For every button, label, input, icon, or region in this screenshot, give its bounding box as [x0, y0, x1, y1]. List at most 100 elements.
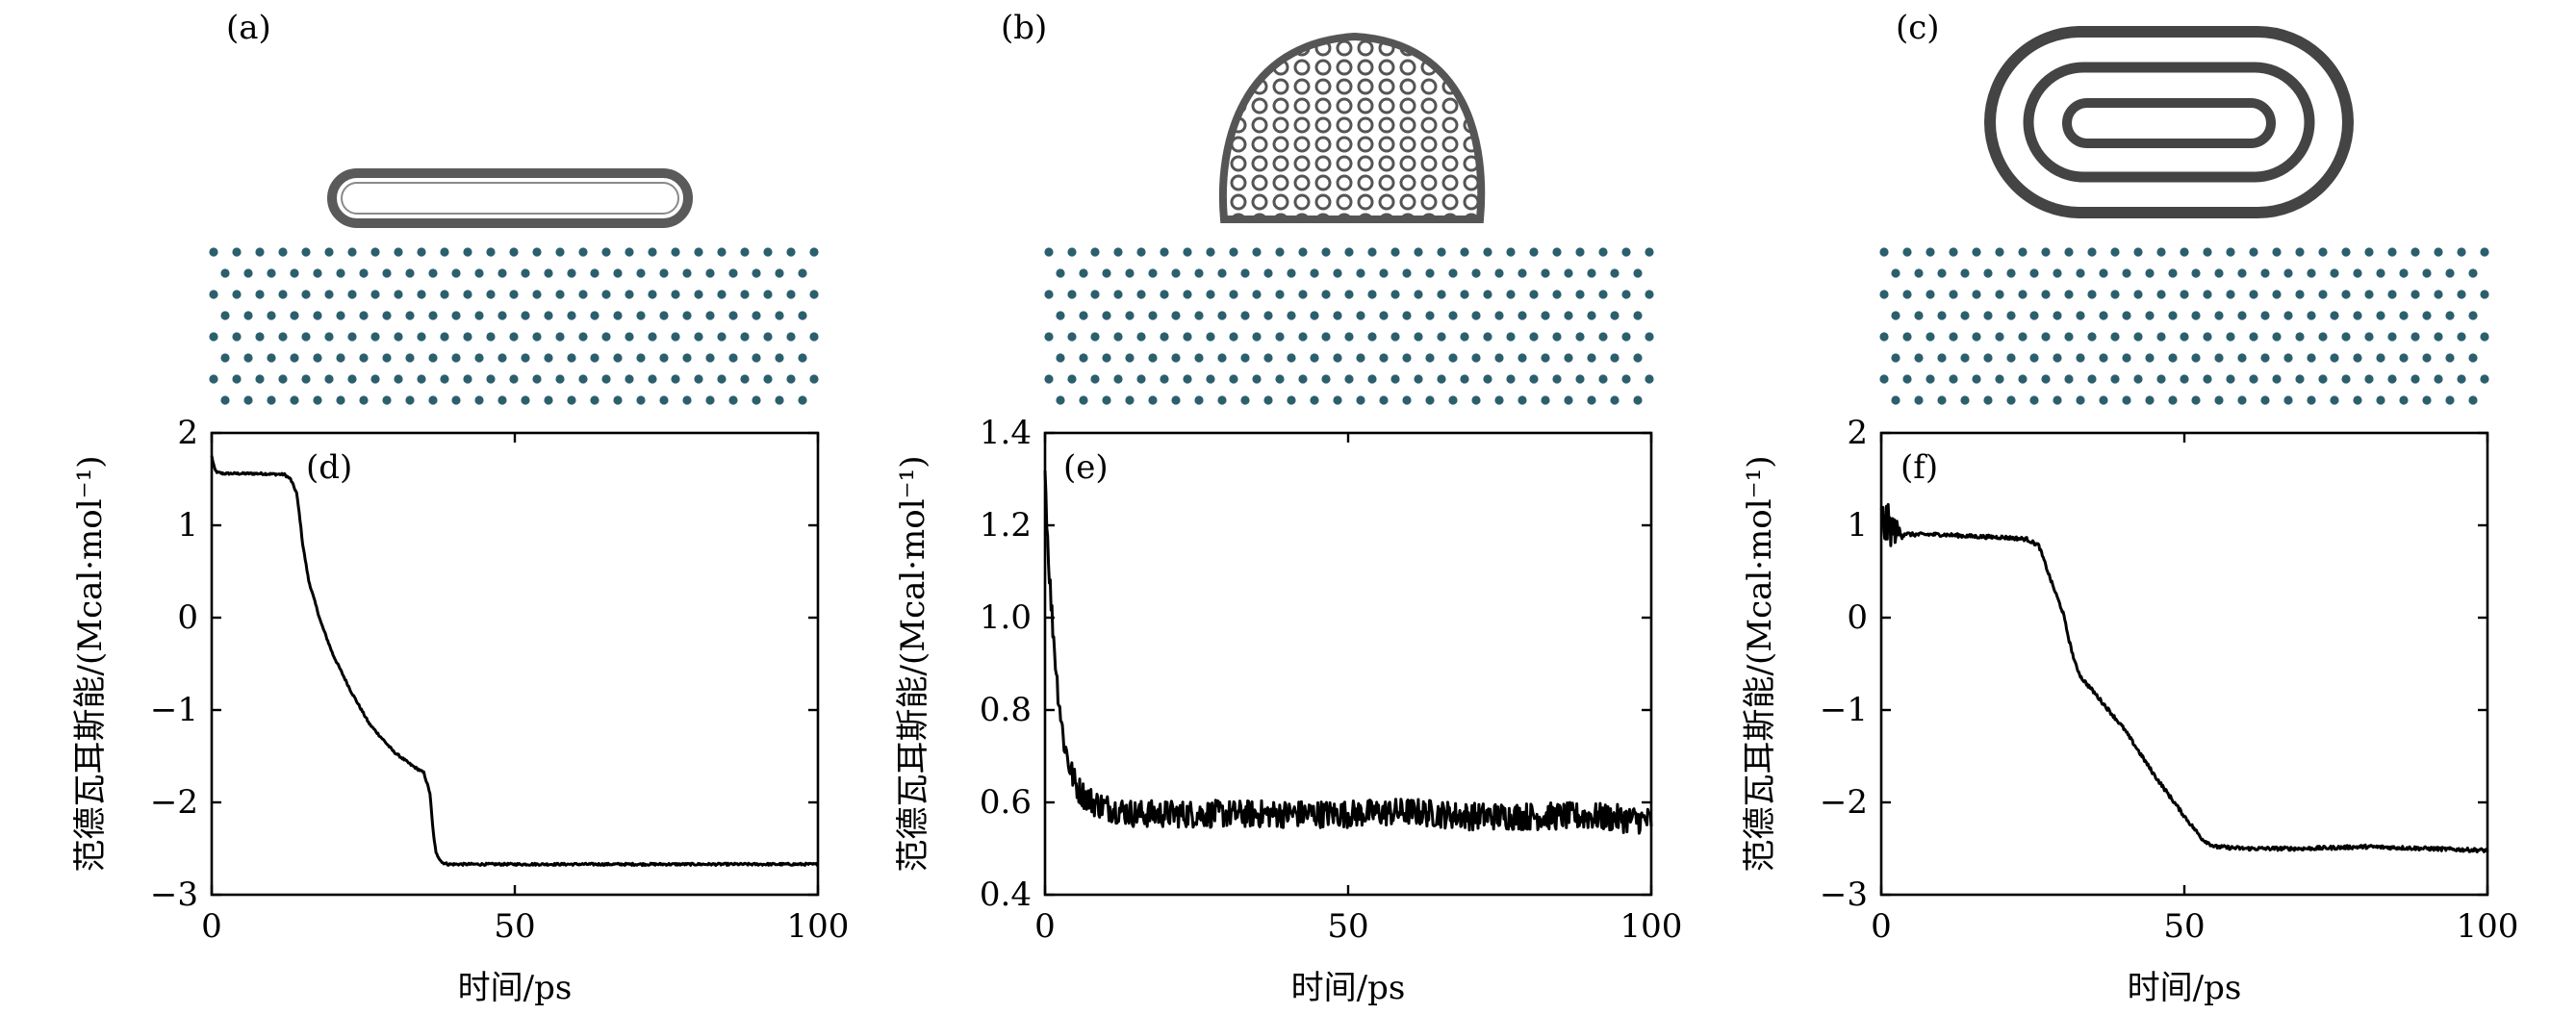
- substrate-atom: [2053, 311, 2062, 320]
- substrate-atom: [2457, 290, 2466, 299]
- substrate-atom: [394, 247, 403, 257]
- substrate-atom: [2364, 290, 2374, 299]
- substrate-atom: [324, 374, 334, 384]
- substrate-atom: [1518, 395, 1527, 405]
- substrate-atom: [1379, 311, 1389, 320]
- substrate-atom: [1983, 395, 1993, 405]
- substrate-atom: [1044, 247, 1054, 257]
- substrate-atom: [1067, 247, 1077, 257]
- substrate-atom: [1148, 311, 1158, 320]
- substrate-atom: [2283, 268, 2293, 278]
- substrate-atom: [1217, 353, 1227, 363]
- substrate-atom: [243, 395, 253, 405]
- substrate-atom: [2468, 353, 2478, 363]
- substrate-atom: [313, 268, 322, 278]
- substrate-atom: [578, 374, 588, 384]
- substrate-atom: [682, 268, 692, 278]
- substrate-atom: [1333, 268, 1342, 278]
- substrate-atom: [625, 374, 634, 384]
- substrate-atom: [278, 247, 288, 257]
- substrate-atom: [1633, 311, 1643, 320]
- substrate-atom: [1240, 268, 1250, 278]
- substrate-atom: [590, 268, 599, 278]
- substrate-atom: [1645, 290, 1654, 299]
- substrate-atom: [2053, 268, 2062, 278]
- substrate-atom: [1090, 247, 1100, 257]
- substrate-atom: [2214, 268, 2224, 278]
- panel-b: (b): [1001, 9, 1654, 405]
- substrate-atom: [1437, 332, 1446, 342]
- substrate-atom: [2087, 332, 2097, 342]
- substrate-atom: [1518, 353, 1527, 363]
- substrate-atom: [1356, 395, 1365, 405]
- substrate-atom: [1321, 247, 1331, 257]
- substrate-atom: [2272, 290, 2282, 299]
- substrate-atom: [278, 290, 288, 299]
- substrate-atom: [2422, 353, 2432, 363]
- substrate-atom: [1621, 290, 1631, 299]
- substrate-atom: [1564, 395, 1573, 405]
- y-tick-label: −2: [1820, 783, 1868, 822]
- substrate-atom: [1552, 290, 1562, 299]
- y-tick-label: −2: [150, 783, 198, 822]
- substrate-atom: [1541, 353, 1550, 363]
- substrate-atom: [1448, 395, 1458, 405]
- substrate-atom: [267, 268, 276, 278]
- substrate-atom: [705, 353, 715, 363]
- substrate-atom: [2018, 374, 2028, 384]
- substrate-atom: [1390, 290, 1400, 299]
- substrate-atom: [1252, 290, 1262, 299]
- substrate-atom: [1949, 332, 1958, 342]
- substrate-atom: [1949, 290, 1958, 299]
- substrate-atom: [775, 268, 784, 278]
- substrate-atom: [1379, 353, 1389, 363]
- substrate-atom: [2156, 290, 2166, 299]
- substrate-atom: [625, 290, 634, 299]
- substrate-atom: [324, 332, 334, 342]
- x-tick-label: 0: [1034, 907, 1056, 946]
- substrate-atom: [267, 395, 276, 405]
- substrate-atom: [2295, 374, 2305, 384]
- substrate-atom: [1298, 290, 1308, 299]
- substrate-atom: [1587, 395, 1596, 405]
- chart-d: 范德瓦耳斯能/(Mcal·mol⁻¹) 时间/ps (d) 0 50 100 −3 −2…: [71, 414, 849, 1007]
- chart-f: 范德瓦耳斯能/(Mcal·mol⁻¹) 时间/ps (f) 0 50 100 −3 −2…: [1741, 414, 2518, 1007]
- substrate-atom: [1494, 353, 1504, 363]
- substrate-atom: [2099, 353, 2108, 363]
- substrate-atom: [1529, 247, 1539, 257]
- substrate-atom: [1494, 268, 1504, 278]
- substrate-atom: [1471, 268, 1481, 278]
- substrate-atom: [1483, 290, 1492, 299]
- substrate-atom: [2260, 353, 2270, 363]
- substrate-atom: [2180, 290, 2189, 299]
- substrate-atom: [1937, 395, 1947, 405]
- substrate-atom: [1298, 247, 1308, 257]
- substrate-atom: [1926, 290, 1935, 299]
- substrate-atom: [1937, 353, 1947, 363]
- substrate-atom: [2122, 311, 2131, 320]
- substrate-atom: [648, 290, 657, 299]
- substrate-atom: [2399, 353, 2409, 363]
- substrate-atom: [2249, 374, 2258, 384]
- substrate-atom: [1160, 332, 1169, 342]
- substrate-atom: [1960, 395, 1970, 405]
- series-line: [210, 455, 819, 867]
- substrate-atom: [2410, 332, 2420, 342]
- substrate-atom: [1090, 374, 1100, 384]
- substrate-atom: [2076, 311, 2085, 320]
- substrate-atom: [370, 374, 380, 384]
- substrate-atom: [267, 353, 276, 363]
- substrate-atom: [2283, 353, 2293, 363]
- substrate-atom: [809, 290, 819, 299]
- substrate-atom: [636, 395, 646, 405]
- substrate-atom: [1321, 290, 1331, 299]
- substrate-atom: [1972, 332, 1981, 342]
- substrate-atom: [1148, 353, 1158, 363]
- substrate-atom: [1390, 374, 1400, 384]
- substrate-atom: [1229, 247, 1238, 257]
- y-tick-label: 1: [177, 506, 198, 545]
- substrate-atom: [417, 290, 426, 299]
- substrate-atom: [1564, 353, 1573, 363]
- substrate-atom: [1414, 332, 1423, 342]
- substrate-atom: [1587, 268, 1596, 278]
